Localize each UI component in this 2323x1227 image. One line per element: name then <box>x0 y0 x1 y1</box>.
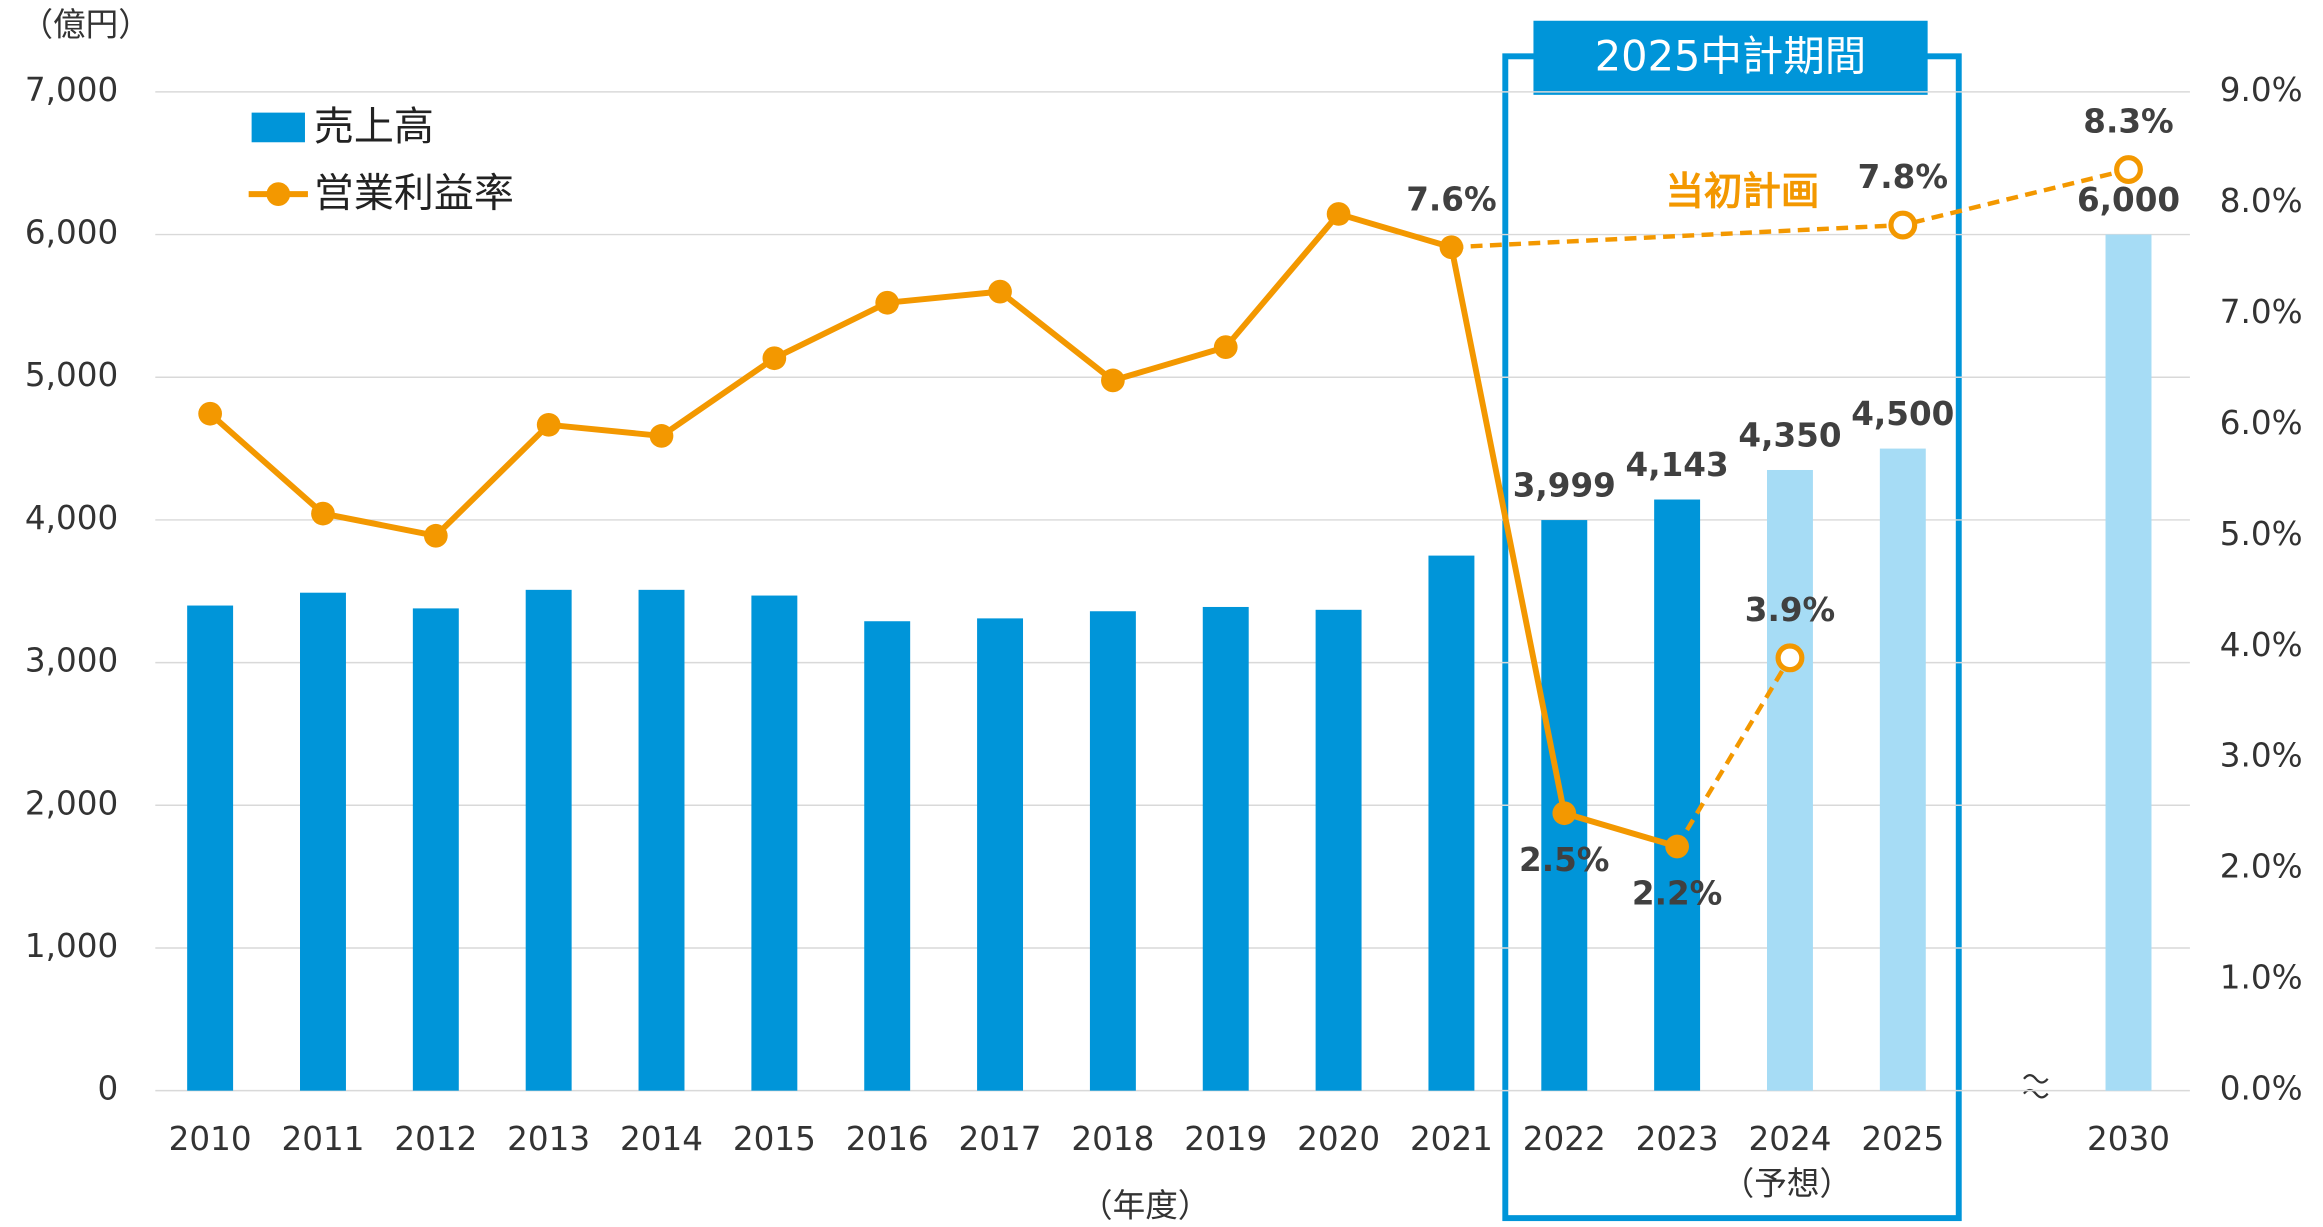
line-value-label: 7.6% <box>1406 180 1496 218</box>
line-marker <box>536 412 561 437</box>
line-marker <box>1101 368 1125 393</box>
bar <box>1089 611 1136 1091</box>
bar-value-label: 4,500 <box>1851 395 1954 433</box>
y2-tick-label: 2.0% <box>2220 848 2303 886</box>
legend-swatch <box>266 182 291 206</box>
x-tick-label: 2022 <box>1523 1120 1606 1158</box>
y2-tick-label: 4.0% <box>2220 626 2303 664</box>
y-tick-label: 7,000 <box>25 71 118 109</box>
y2-tick-label: 8.0% <box>2220 182 2303 220</box>
bar <box>638 589 685 1091</box>
bar <box>1428 555 1475 1091</box>
bar <box>525 589 572 1091</box>
x-tick-label: 2014 <box>620 1120 703 1158</box>
y2-tick-label: 9.0% <box>2220 71 2303 109</box>
y-tick-label: 6,000 <box>25 214 118 252</box>
y2-tick-label: 0.0% <box>2220 1070 2303 1108</box>
x-tick-label: 2018 <box>1071 1120 1154 1158</box>
x-tick-label: 2012 <box>394 1120 477 1158</box>
legend-label: 売上高 <box>314 104 434 150</box>
x-tick-label: 2011 <box>281 1120 364 1158</box>
line-value-label: 2.2% <box>1632 874 1722 912</box>
bar <box>977 618 1024 1091</box>
y2-tick-label: 1.0% <box>2220 959 2303 997</box>
x-tick-label: 2017 <box>959 1120 1042 1158</box>
period-box-title: 2025中計期間 <box>1595 31 1867 80</box>
line-marker <box>2114 155 2143 185</box>
line-value-label: 8.3% <box>2083 103 2173 141</box>
bar <box>187 605 234 1091</box>
y-tick-label: 2,000 <box>25 784 118 822</box>
x-tick-label: 2020 <box>1297 1120 1380 1158</box>
bar-value-label: 4,350 <box>1738 416 1841 454</box>
y2-tick-label: 5.0% <box>2220 515 2303 553</box>
bar <box>1315 609 1362 1091</box>
line-marker <box>762 346 787 371</box>
line-marker <box>1213 335 1238 359</box>
bar <box>1654 499 1701 1091</box>
x-tick-label: 2030 <box>2087 1120 2170 1158</box>
x-tick-label: 2016 <box>846 1120 929 1158</box>
line-marker <box>1326 202 1351 226</box>
bar-value-label: 6,000 <box>2077 181 2180 219</box>
legend-label: 営業利益率 <box>314 171 514 217</box>
y2-tick-label: 6.0% <box>2220 404 2303 442</box>
x-tick-label: 2025 <box>1861 1120 1944 1158</box>
line-marker <box>198 401 222 426</box>
line-marker <box>1888 210 1918 240</box>
x-tick-label: 2015 <box>733 1120 816 1158</box>
bar <box>1202 606 1249 1091</box>
forecast-note: （予想） <box>1722 1165 1852 1203</box>
y-axis-label: （億円） <box>20 6 150 44</box>
y-tick-label: 4,000 <box>25 499 118 537</box>
bar <box>412 608 459 1091</box>
line-value-label: 2.5% <box>1519 841 1609 879</box>
x-tick-label: 2013 <box>507 1120 590 1158</box>
bar-value-label: 4,143 <box>1626 446 1729 484</box>
line-marker <box>988 279 1012 304</box>
bar <box>751 595 798 1091</box>
line-marker <box>875 290 900 315</box>
y2-tick-label: 3.0% <box>2220 737 2303 775</box>
line <box>208 210 1678 850</box>
y-tick-label: 1,000 <box>25 927 118 965</box>
x-tick-label: 2024 <box>1748 1120 1831 1158</box>
line-marker <box>1775 643 1805 673</box>
line <box>1675 656 1792 848</box>
y-tick-label: 0 <box>98 1070 119 1108</box>
bar <box>2105 234 2152 1091</box>
plan-label: 当初計画 <box>1665 170 1819 215</box>
x-tick-label: 2010 <box>169 1120 252 1158</box>
x-tick-label: 2021 <box>1410 1120 1493 1158</box>
bar <box>300 592 346 1091</box>
line-value-label: 3.9% <box>1745 591 1835 629</box>
axis-break <box>2023 1074 2049 1099</box>
line-value-label: 7.8% <box>1858 158 1948 196</box>
line-marker <box>649 424 674 448</box>
bar-value-label: 3,999 <box>1513 466 1616 504</box>
line-marker <box>423 523 448 548</box>
line-marker <box>311 501 335 526</box>
y-tick-label: 3,000 <box>25 642 118 680</box>
period-box-title-bg <box>1533 20 1928 95</box>
x-tick-label: 2019 <box>1184 1120 1267 1158</box>
bar <box>1879 448 1926 1091</box>
y2-tick-label: 7.0% <box>2220 293 2303 331</box>
bar <box>864 621 911 1091</box>
line-marker <box>1552 801 1577 826</box>
x-tick-label: 2023 <box>1636 1120 1719 1158</box>
y-tick-label: 5,000 <box>25 356 118 394</box>
x-axis-label: （年度） <box>1080 1187 1210 1225</box>
legend-swatch <box>251 112 305 143</box>
bar <box>1766 469 1813 1091</box>
